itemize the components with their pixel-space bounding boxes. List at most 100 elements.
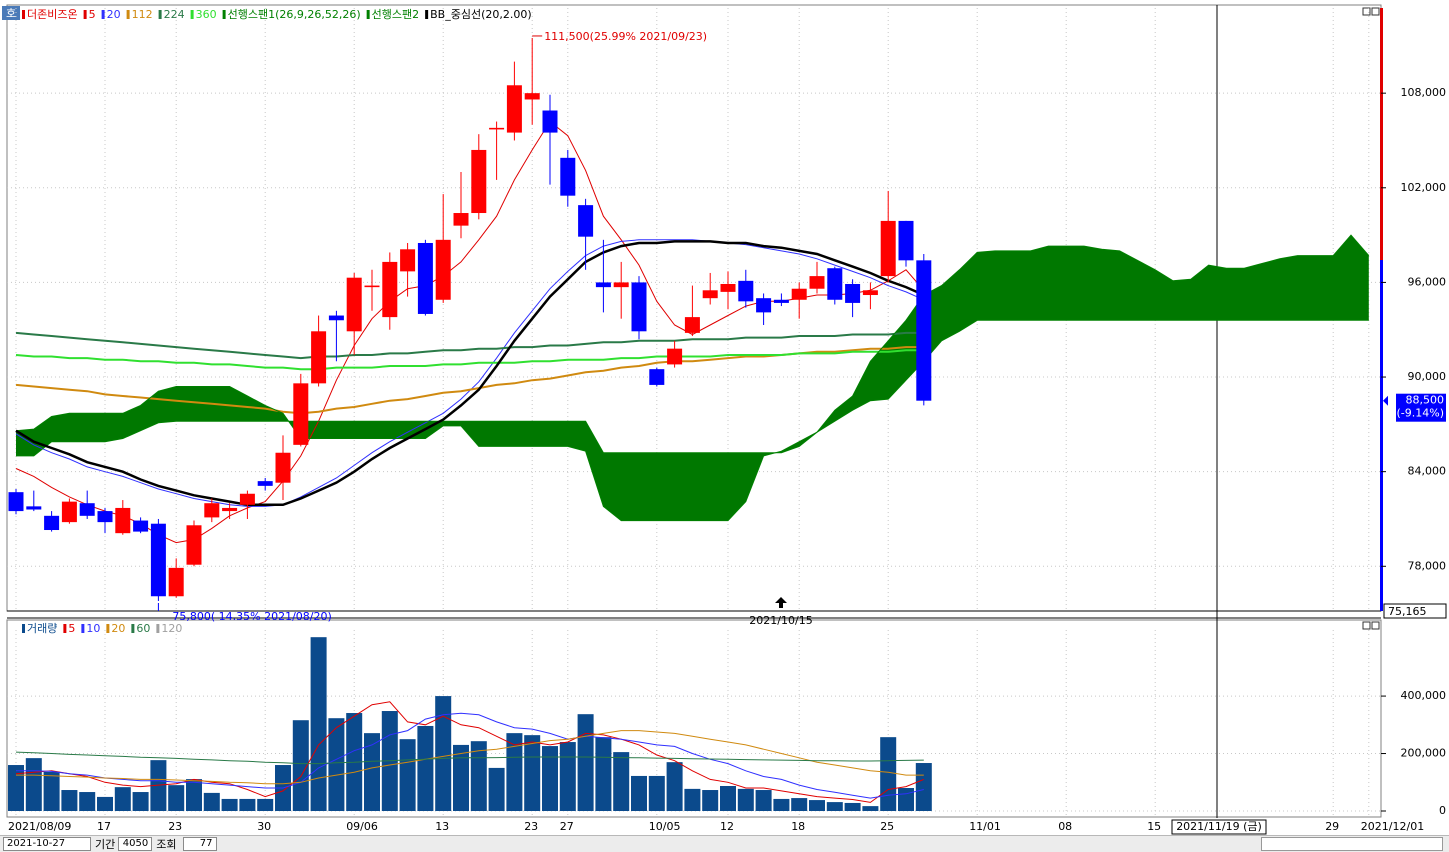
candle-body <box>346 277 362 332</box>
volume-bar <box>310 637 327 811</box>
volume-bar <box>631 775 647 811</box>
legend-marker <box>366 10 370 19</box>
y-tick-label: 96,000 <box>1408 275 1447 288</box>
last-price-label: 88,500 <box>1406 394 1445 407</box>
x-tick-label: 13 <box>435 820 449 833</box>
y-tick-label: 84,000 <box>1408 465 1447 478</box>
legend-marker <box>222 10 226 19</box>
marks-layer <box>8 37 932 811</box>
candle-body <box>186 525 202 565</box>
candle-body <box>684 317 700 333</box>
legend-label: 224 <box>164 8 185 21</box>
period-label: 기간 <box>95 838 116 851</box>
candle-body <box>649 369 665 385</box>
panel-button[interactable] <box>1362 7 1371 16</box>
y-tick-label: 200,000 <box>1401 747 1447 760</box>
candle-body <box>79 503 95 516</box>
volume-bar <box>328 718 345 811</box>
y-tick-label: 0 <box>1439 804 1446 817</box>
legend-label: 120 <box>161 622 182 635</box>
legend-marker <box>22 10 25 19</box>
volume-bar <box>648 775 665 811</box>
volume-bar <box>809 800 825 811</box>
volume-bar <box>435 696 452 811</box>
candle-body <box>239 493 255 505</box>
x-tick-label: 29 <box>1325 820 1339 833</box>
candle-body <box>845 283 861 303</box>
candle-body <box>489 127 505 130</box>
volume-ma-line <box>15 751 924 765</box>
ma-line <box>15 349 924 371</box>
candle-body <box>613 282 629 288</box>
ma-line <box>16 319 1369 457</box>
candle-body <box>382 261 398 318</box>
volume-bar <box>702 790 719 811</box>
volume-bar <box>684 788 701 811</box>
volume-bar <box>862 806 879 811</box>
y-tick-label: 400,000 <box>1401 689 1447 702</box>
y-tick-label: 102,000 <box>1401 181 1447 194</box>
volume-bar <box>737 788 754 811</box>
legend-marker <box>158 10 162 19</box>
candle-body <box>257 481 273 486</box>
legend-marker <box>425 10 429 19</box>
candle-body <box>26 506 42 510</box>
date-marker-arrow <box>775 597 787 608</box>
corner-label: 호 <box>6 7 16 20</box>
candle-body <box>133 520 149 532</box>
cloud-layer <box>16 235 1369 521</box>
x-tick-label: 08 <box>1058 820 1072 833</box>
high-annotation: 111,500(25.99% 2021/09/23) <box>544 30 707 43</box>
candle-body <box>61 501 77 523</box>
candle-body <box>578 205 594 237</box>
volume-bar <box>506 733 523 811</box>
volume-bar <box>844 802 861 811</box>
legend-marker <box>131 624 135 633</box>
volume-bar <box>559 742 576 811</box>
candle-body <box>275 452 291 483</box>
period-input[interactable]: 4050 <box>118 837 153 851</box>
volume-bar <box>97 796 113 811</box>
query-label: 조회 <box>156 838 177 851</box>
volume-bar <box>292 720 309 811</box>
volume-bar <box>595 737 612 811</box>
volume-bar <box>168 785 185 811</box>
candle-body <box>44 515 60 531</box>
candle-body <box>791 288 807 300</box>
ma-line <box>15 331 924 360</box>
candle-body <box>631 282 647 332</box>
volume-bar <box>898 788 914 811</box>
panel-button[interactable] <box>1371 621 1380 630</box>
candle-body <box>916 260 932 401</box>
ma-line <box>15 120 925 544</box>
date-select[interactable]: 2021-10-27 <box>3 837 91 851</box>
x-tick-label: 2021/12/01 <box>1361 820 1424 833</box>
x-tick-label: 17 <box>97 820 111 833</box>
legend-label: 10 <box>86 622 100 635</box>
legend-label: 5 <box>68 622 75 635</box>
candle-body <box>471 149 487 214</box>
scrollbar[interactable] <box>1261 837 1443 851</box>
candle-body <box>667 348 683 365</box>
volume-bar <box>577 714 594 811</box>
x-tick-label: 15 <box>1147 820 1161 833</box>
candle-body <box>168 567 184 597</box>
x-tick-label: 12 <box>720 820 734 833</box>
legend-label: 112 <box>132 8 153 21</box>
ma-line <box>15 234 1370 522</box>
legend-marker <box>63 624 67 633</box>
panel-button[interactable] <box>1371 7 1380 16</box>
axis-min-label: 75,165 <box>1388 605 1427 618</box>
x-tick-label: 2021/08/09 <box>8 820 71 833</box>
volume-bar <box>755 790 772 811</box>
panel-button[interactable] <box>1362 621 1371 630</box>
legend-label: 20 <box>107 8 121 21</box>
count-input[interactable]: 77 <box>182 837 217 851</box>
last-change-label: (-9.14%) <box>1397 407 1445 420</box>
volume-bar <box>203 792 220 811</box>
candle-body <box>115 507 131 534</box>
candle-body <box>222 507 238 512</box>
volume-bar <box>542 746 558 811</box>
volume-bar <box>470 741 487 811</box>
